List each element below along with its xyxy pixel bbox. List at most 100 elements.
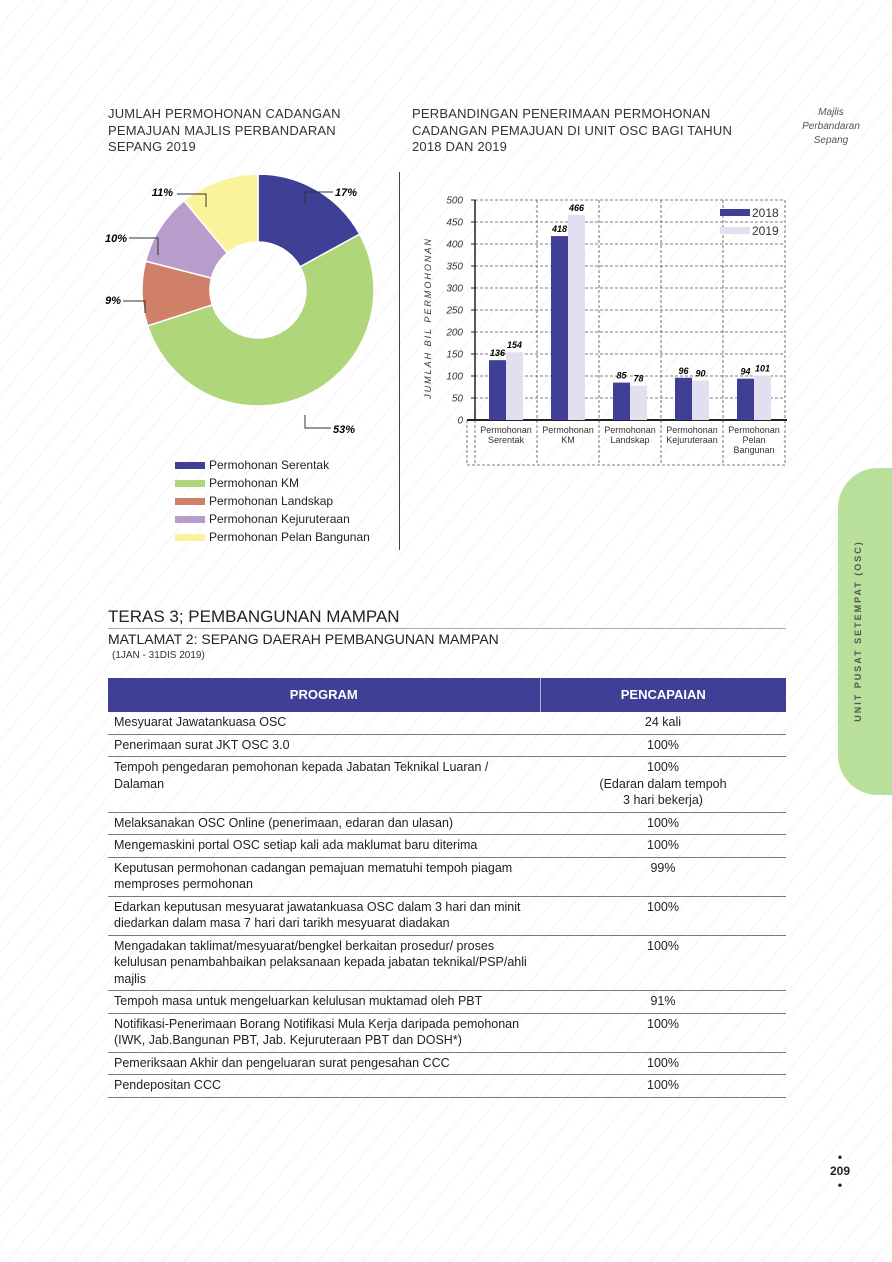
bar-2019 <box>568 214 585 420</box>
x-tick-label: Permohonan <box>480 425 532 435</box>
donut-slice <box>183 175 259 255</box>
program-cell: Tempoh pengedaran pemohonan kepada Jabat… <box>108 756 540 813</box>
bar-2018 <box>613 382 630 420</box>
bar-chart-title: PERBANDINGAN PENERIMAAN PERMOHONAN CADAN… <box>412 106 733 154</box>
table-row: Edarkan keputusan mesyuarat jawatankuasa… <box>108 896 786 936</box>
x-tick-label: Permohonan <box>666 425 718 435</box>
x-tick-label: Permohonan <box>542 425 594 435</box>
slice-label: 17% <box>335 187 357 199</box>
program-cell: Notifikasi-Penerimaan Borang Notifikasi … <box>108 1013 540 1053</box>
legend-swatch <box>175 515 205 523</box>
table-row: Keputusan permohonan cadangan pemajuan m… <box>108 857 786 897</box>
program-cell: Keputusan permohonan cadangan pemajuan m… <box>108 857 540 897</box>
side-tab-label: UNIT PUSAT SETEMPAT (OSC) <box>853 540 863 722</box>
brand-line: Perbandaran <box>802 121 860 132</box>
bar-2018 <box>551 236 568 420</box>
x-tick-label: KM <box>561 435 575 445</box>
legend-swatch <box>175 461 205 469</box>
legend-item: Permohonan Kejuruteraan <box>175 510 370 528</box>
y-tick-label: 250 <box>445 306 463 317</box>
period-label: (1JAN - 31DIS 2019) <box>112 650 205 661</box>
page-number: • 209 • <box>829 1150 851 1192</box>
x-tick-label: Serentak <box>488 435 525 445</box>
donut-slice <box>146 233 375 407</box>
legend-label: Permohonan Landskap <box>209 494 334 508</box>
bar-value-label: 94 <box>740 367 750 377</box>
legend-label: Permohonan Serentak <box>209 458 330 472</box>
legend-swatch <box>720 209 750 216</box>
bar-value-label: 78 <box>633 374 643 384</box>
brand-line: Sepang <box>813 135 849 146</box>
achievement-cell: 100% <box>540 1013 786 1053</box>
program-cell: Mengadakan taklimat/mesyuarat/bengkel be… <box>108 935 540 991</box>
bar-2019 <box>692 380 709 420</box>
program-cell: Pendepositan CCC <box>108 1074 540 1098</box>
x-tick-label: Landskap <box>610 435 649 445</box>
achievement-cell: 24 kali <box>540 712 786 735</box>
y-axis-label: JUMLAH BIL PERMOHONAN <box>423 237 433 400</box>
brand-name: Majlis Perbandaran Sepang <box>796 106 866 148</box>
table-row: Tempoh pengedaran pemohonan kepada Jabat… <box>108 756 786 813</box>
bar-value-label: 466 <box>568 203 585 213</box>
bar-2018 <box>675 377 692 420</box>
legend-label: 2018 <box>752 206 779 220</box>
page-number-text: 209 <box>829 1164 851 1178</box>
table-row: Pemeriksaan Akhir dan pengeluaran surat … <box>108 1052 786 1075</box>
side-tab <box>838 468 892 795</box>
leader-line <box>304 191 333 203</box>
achievement-cell: 99% <box>540 857 786 897</box>
y-tick-label: 500 <box>446 196 463 207</box>
achievement-cell: 100% <box>540 1052 786 1075</box>
legend-item: Permohonan Serentak <box>175 456 370 474</box>
y-tick-label: 400 <box>446 240 463 251</box>
slice-label: 9% <box>105 295 121 307</box>
legend-label: Permohonan Pelan Bangunan <box>209 530 370 544</box>
y-tick-label: 300 <box>446 284 463 295</box>
header-pencapaian: PENCAPAIAN <box>539 678 786 712</box>
program-cell: Mengemaskini portal OSC setiap kali ada … <box>108 834 540 858</box>
y-tick-label: 150 <box>446 350 463 361</box>
leader-line <box>177 193 207 207</box>
legend-swatch <box>175 497 205 505</box>
column-divider <box>399 172 400 550</box>
legend-item: Permohonan KM <box>175 474 370 492</box>
achievement-cell: 91% <box>540 990 786 1014</box>
table-row: Mengadakan taklimat/mesyuarat/bengkel be… <box>108 935 786 991</box>
brand-line: Majlis <box>818 107 844 118</box>
bar-2019 <box>754 375 771 420</box>
leader-line <box>123 300 146 313</box>
bar-value-label: 96 <box>678 366 689 376</box>
legend-label: Permohonan KM <box>209 476 300 490</box>
bar-value-label: 90 <box>695 368 705 378</box>
table-row: Melaksanakan OSC Online (penerimaan, eda… <box>108 812 786 835</box>
slice-label: 10% <box>105 233 127 245</box>
slice-label: 53% <box>333 424 355 436</box>
legend-item: Permohonan Landskap <box>175 492 370 510</box>
pie-legend: Permohonan Serentak Permohonan KM Permohon… <box>175 456 370 546</box>
leader-line <box>304 415 331 429</box>
table-row: Pendepositan CCC 100% <box>108 1074 786 1098</box>
header-program: PROGRAM <box>108 678 540 712</box>
y-tick-label: 450 <box>446 218 463 229</box>
bar-value-label: 101 <box>755 364 770 374</box>
bar-value-label: 136 <box>490 348 506 358</box>
table-row: Tempoh masa untuk mengeluarkan kelulusan… <box>108 990 786 1014</box>
x-tick-label: Bangunan <box>733 445 774 455</box>
program-cell: Mesyuarat Jawatankuasa OSC <box>108 712 540 735</box>
program-cell: Edarkan keputusan mesyuarat jawatankuasa… <box>108 896 540 936</box>
program-table: PROGRAM PENCAPAIAN Mesyuarat Jawatankuas… <box>108 678 786 1098</box>
section-title: TERAS 3; PEMBANGUNAN MAMPAN <box>108 607 786 629</box>
y-tick-label: 100 <box>446 372 463 383</box>
table-row: Mesyuarat Jawatankuasa OSC 24 kali <box>108 712 786 735</box>
achievement-cell: 100% <box>540 1074 786 1098</box>
bar-2019 <box>630 385 647 420</box>
program-cell: Pemeriksaan Akhir dan pengeluaran surat … <box>108 1052 540 1075</box>
y-tick-label: 50 <box>452 394 464 405</box>
legend-swatch <box>175 533 205 541</box>
achievement-cell: 100% <box>540 935 786 991</box>
achievement-cell: 100% (Edaran dalam tempoh 3 hari bekerja… <box>540 756 786 813</box>
achievement-cell: 100% <box>540 734 786 757</box>
donut-chart: 17% 53% 9% 10% 11% <box>105 175 375 436</box>
bar-value-label: 154 <box>507 340 522 350</box>
